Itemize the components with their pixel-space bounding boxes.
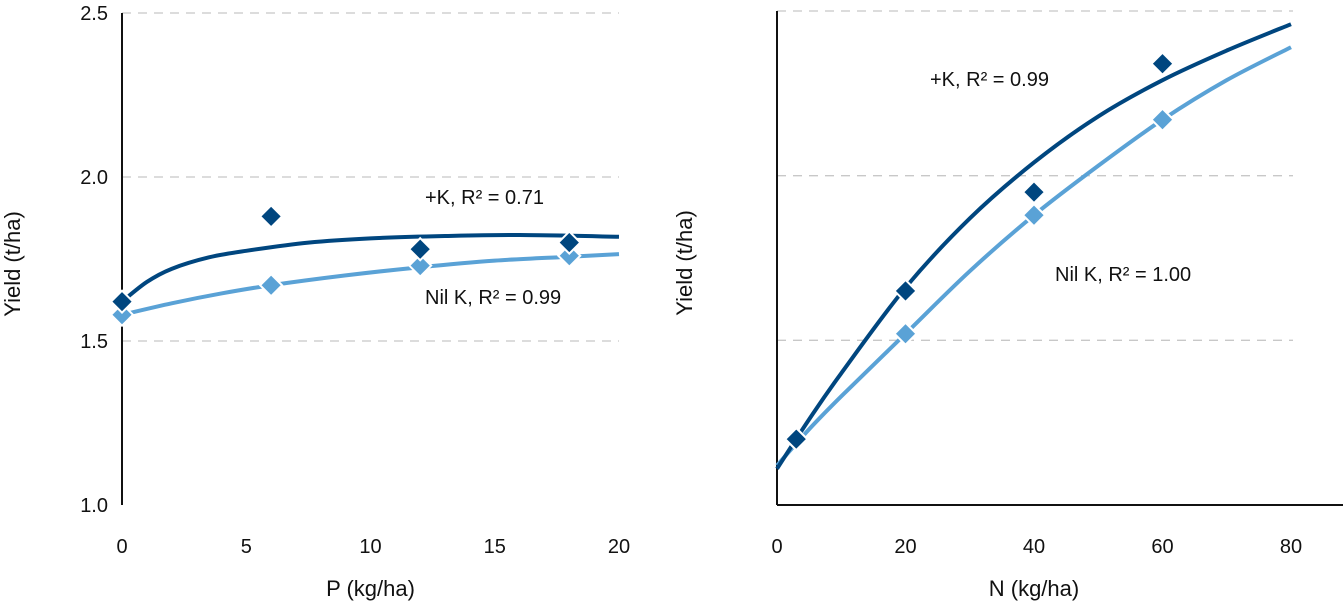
data-point-nil-k [1150, 107, 1175, 133]
x-axis-title: N (kg/ha) [989, 576, 1079, 601]
y-axis-title: Yield (t/ha) [672, 210, 697, 316]
series-label-plus-k: +K, R² = 0.71 [425, 187, 544, 209]
x-tick-label: 0 [116, 536, 127, 558]
x-tick-label: 20 [608, 536, 630, 558]
data-point-nil-k [1021, 202, 1047, 228]
chart-panel-1: 1.0 1.5 2.0 2.5 0 5 10 15 20 Yield (t/ha) P (kg/ha… [0, 3, 630, 601]
data-point-plus-k [109, 289, 135, 315]
x-tick-label: 40 [1023, 536, 1045, 558]
trendline-plus-k [775, 22, 1292, 470]
x-tick-label: 80 [1280, 536, 1302, 558]
y-tick-label: 2.0 [80, 167, 108, 189]
y-tick-label: 1.5 [80, 331, 108, 353]
data-point-plus-k [556, 230, 582, 256]
x-axis-title: P (kg/ha) [326, 576, 415, 601]
x-tick-label: 5 [241, 536, 252, 558]
data-point-nil-k [258, 272, 284, 298]
series-label-nil-k: Nil K, R² = 1.00 [1055, 264, 1191, 286]
data-point-plus-k [893, 278, 918, 304]
data-point-plus-k [1021, 179, 1047, 205]
y-tick-label: 2.5 [80, 3, 108, 25]
y-tick-label: 1.0 [80, 495, 108, 517]
data-point-plus-k [407, 236, 433, 262]
data-point-nil-k [893, 321, 918, 347]
data-point-plus-k [258, 203, 284, 229]
data-point-nil-k [407, 253, 433, 278]
x-tick-label: 20 [894, 536, 916, 558]
x-tick-label: 0 [771, 536, 782, 558]
series-label-plus-k: +K, R² = 0.99 [930, 69, 1049, 91]
data-point-plus-k [783, 426, 809, 452]
trendline-plus-k [120, 233, 620, 304]
trendline-nil-k [121, 252, 620, 317]
x-tick-label: 10 [359, 536, 381, 558]
data-point-plus-k [1150, 51, 1175, 77]
series-label-nil-k: Nil K, R² = 0.99 [425, 287, 561, 309]
trendline-nil-k [775, 45, 1292, 467]
data-point-nil-k [109, 302, 135, 328]
y-axis-title: Yield (t/ha) [0, 211, 25, 317]
data-point-nil-k [556, 243, 582, 269]
chart-panel-2: 0 20 40 60 80 Yield (t/ha) N (kg/ha) Nil K, R² … [672, 10, 1343, 601]
x-tick-label: 15 [484, 536, 506, 558]
x-tick-label: 60 [1151, 536, 1173, 558]
